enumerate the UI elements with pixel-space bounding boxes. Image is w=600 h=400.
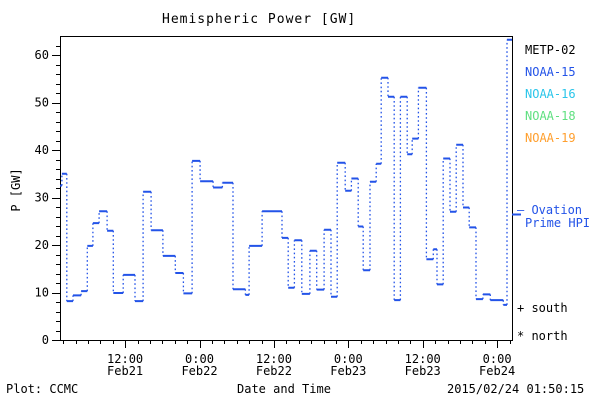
legend-item-metp-02: METP-02: [525, 43, 576, 57]
x-tick-time-label: 12:00: [256, 352, 292, 366]
chart-title: Hemispheric Power [GW]: [162, 12, 357, 27]
x-tick-time-label: 0:00: [483, 352, 512, 366]
legend-item-noaa-18: NOAA-18: [525, 109, 576, 123]
x-tick-time-label: 0:00: [185, 352, 214, 366]
y-tick-label: 40: [35, 143, 49, 157]
x-tick-date-label: Feb22: [181, 364, 217, 378]
y-tick-label: 20: [35, 238, 49, 252]
y-tick-label: 10: [35, 286, 49, 300]
x-tick-time-label: 12:00: [405, 352, 441, 366]
x-axis-label: Date and Time: [237, 382, 331, 396]
power-step-line-vertical-connectors: [61, 39, 508, 305]
south-marker-label: + south: [517, 301, 568, 315]
ovation-annotation: – Ovation Prime HPI: [517, 204, 590, 230]
y-axis-label: P [GW]: [9, 168, 23, 212]
x-tick-date-label: Feb23: [330, 364, 366, 378]
ovation-annotation-line2: Prime HPI: [525, 216, 591, 230]
x-tick-date-label: Feb23: [405, 364, 441, 378]
north-marker-label: * north: [517, 329, 568, 343]
x-tick-date-label: Feb24: [479, 364, 515, 378]
plot-credit: Plot: CCMC: [6, 382, 79, 396]
y-tick-label: 60: [35, 48, 49, 62]
x-tick-time-label: 12:00: [107, 352, 143, 366]
plot-frame: [60, 36, 513, 341]
legend-item-noaa-19: NOAA-19: [525, 131, 576, 145]
x-tick-date-label: Feb21: [107, 364, 143, 378]
y-tick-label: 0: [42, 333, 49, 347]
y-tick-label: 30: [35, 191, 49, 205]
x-tick-time-label: 0:00: [334, 352, 363, 366]
timestamp: 2015/02/24 01:50:15: [447, 382, 585, 396]
x-tick-date-label: Feb22: [256, 364, 292, 378]
power-step-line-segments: [60, 38, 512, 306]
legend-item-noaa-16: NOAA-16: [525, 87, 576, 101]
y-tick-label: 50: [35, 96, 49, 110]
legend-item-noaa-15: NOAA-15: [525, 65, 576, 79]
ovation-annotation-line1: – Ovation: [517, 203, 583, 217]
